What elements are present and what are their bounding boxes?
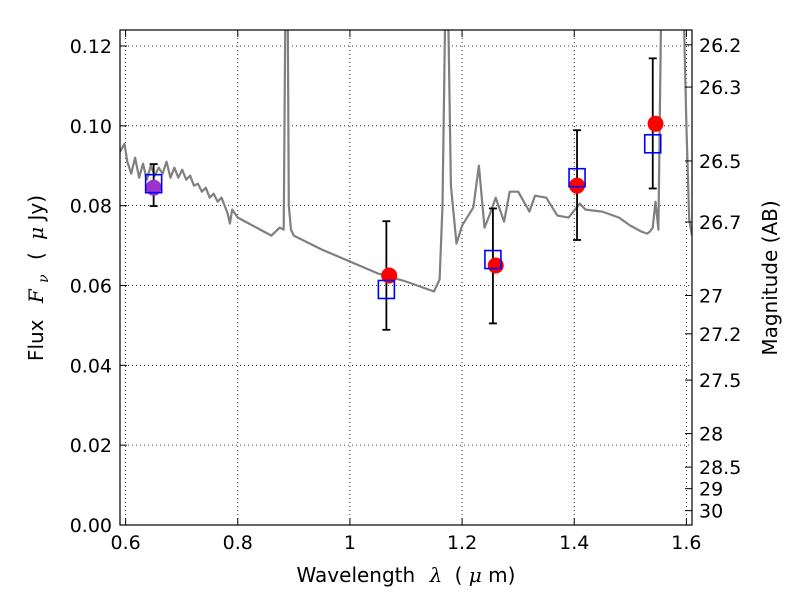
y2-tick-label: 26.7 — [699, 212, 741, 234]
data-point-circle — [569, 177, 586, 194]
y-tick-label: 0.04 — [70, 355, 112, 377]
y2-tick-label: 26.3 — [699, 77, 741, 99]
y-axis-label-mu: μ — [24, 227, 48, 240]
y2-tick-label: 26.5 — [699, 151, 741, 173]
y-axis-label-text: Flux — [24, 319, 48, 361]
x-axis-label-unit: m) — [488, 563, 515, 587]
plot-background — [120, 30, 692, 525]
spectrum-line — [120, 30, 692, 293]
y2-tick-label: 28.5 — [699, 457, 741, 479]
series-group — [120, 30, 692, 331]
ticks: 0.6 0.8 1 1.2 1.4 1.6 0.00 0.02 0.04 0.06 0.08 0.10… — [70, 30, 741, 554]
y-tick-label: 0.06 — [70, 275, 112, 297]
data-point-square — [377, 279, 396, 300]
y2-tick-label: 27 — [699, 285, 723, 307]
y-tick-label: 0.00 — [70, 515, 112, 537]
data-point-square — [643, 133, 662, 154]
y2-tick-label: 27.5 — [699, 370, 741, 392]
x-axis-label-mu: μ — [469, 563, 482, 587]
data-point-circle — [487, 257, 504, 274]
x-axis-label-text: Wavelength — [297, 563, 416, 587]
y2-axis-label: Magnitude (AB) — [758, 200, 782, 355]
data-point-square — [484, 249, 502, 270]
y-axis-label-unit: Jy) — [24, 195, 48, 223]
plot-frame — [119, 29, 693, 526]
x-tick-label: 0.8 — [223, 532, 253, 554]
plot-area — [120, 30, 692, 331]
x-tick-label: 0.6 — [110, 532, 140, 554]
x-tick-label: 1.6 — [671, 532, 701, 554]
data-point-square — [568, 167, 586, 188]
y-tick-label: 0.02 — [70, 435, 112, 457]
x-axis-label: Wavelength λ ( μ m) — [297, 563, 516, 587]
y2-tick-label: 29 — [699, 479, 723, 501]
y2-tick-label: 30 — [699, 501, 723, 523]
x-tick-label: 1.4 — [559, 532, 589, 554]
y-axis-label-symbol: F — [24, 288, 48, 304]
y-axis-label-open: ( — [24, 252, 48, 260]
y2-tick-label: 27.2 — [699, 324, 741, 346]
y2-tick-label: 28 — [699, 424, 723, 446]
y-tick-label: 0.12 — [70, 36, 112, 58]
y-tick-label: 0.10 — [70, 116, 112, 138]
data-point-circle — [647, 115, 664, 132]
y-tick-label: 0.08 — [70, 196, 112, 218]
x-tick-label: 1.2 — [447, 532, 477, 554]
y-axis-label-sub: ν — [36, 274, 52, 283]
y-axis-label: Flux F ν ( μ Jy) — [24, 195, 53, 361]
data-point-circle — [381, 267, 398, 284]
data-point-circle — [145, 179, 162, 196]
data-point-square — [144, 173, 163, 194]
y2-tick-label: 26.2 — [699, 35, 741, 57]
x-tick-label: 1 — [344, 532, 356, 554]
x-axis-label-open: ( — [455, 563, 463, 587]
x-axis-label-symbol: λ — [429, 563, 443, 587]
